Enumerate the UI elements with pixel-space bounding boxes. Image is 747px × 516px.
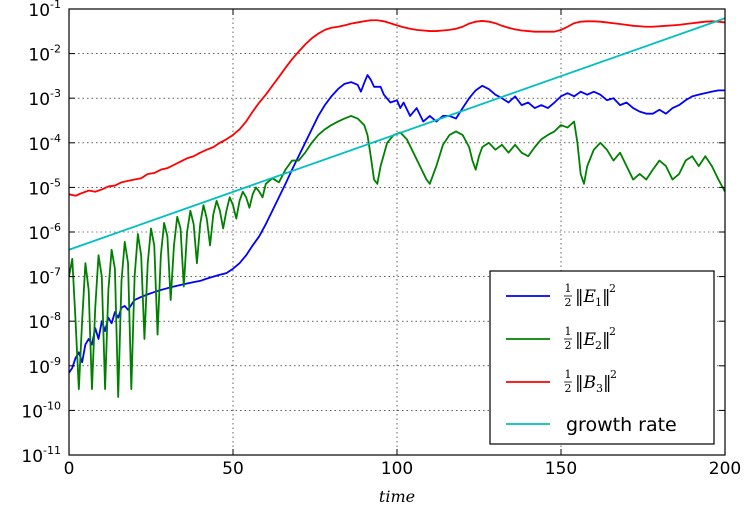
series-line-e2 bbox=[69, 115, 725, 398]
y-tick-label: 10-8 bbox=[28, 310, 61, 333]
svg-text:1: 1 bbox=[565, 282, 572, 295]
y-tick-label: 10-10 bbox=[21, 399, 61, 422]
x-tick-label: 50 bbox=[222, 459, 244, 479]
series-layer bbox=[69, 17, 725, 398]
y-tick-labels: 10-11 10-10 10-9 10-8 10-7 10-6 10-5 10-4 10-3 10… bbox=[21, 0, 61, 467]
svg-text:1: 1 bbox=[565, 325, 572, 338]
y-tick-label: 10-1 bbox=[28, 0, 61, 21]
svg-text:‖: ‖ bbox=[603, 373, 612, 393]
svg-text:2: 2 bbox=[565, 382, 572, 395]
y-tick-label: 10-5 bbox=[28, 176, 61, 199]
svg-text:1: 1 bbox=[565, 368, 572, 381]
legend-label-b3: 1 2 ‖B 3 ‖ 2 bbox=[564, 368, 617, 395]
grid bbox=[69, 9, 725, 455]
y-tick-label: 10-11 bbox=[21, 444, 61, 467]
x-tick-label: 100 bbox=[381, 459, 413, 479]
svg-text:‖B: ‖B bbox=[575, 373, 596, 393]
svg-text:2: 2 bbox=[609, 325, 616, 338]
x-tick-label: 150 bbox=[545, 459, 577, 479]
svg-text:2: 2 bbox=[595, 339, 602, 352]
y-tick-label: 10-9 bbox=[28, 355, 61, 378]
svg-text:2: 2 bbox=[565, 339, 572, 352]
svg-text:‖E: ‖E bbox=[575, 330, 597, 350]
series-line-b3 bbox=[69, 19, 725, 197]
svg-text:2: 2 bbox=[565, 296, 572, 309]
svg-text:‖E: ‖E bbox=[575, 287, 597, 307]
y-tick-label: 10-3 bbox=[28, 87, 61, 110]
svg-text:2: 2 bbox=[609, 282, 616, 295]
legend-box bbox=[489, 270, 715, 445]
x-tick-label: 0 bbox=[64, 459, 75, 479]
y-tick-label: 10-7 bbox=[28, 266, 61, 289]
x-tick-label: 200 bbox=[709, 459, 741, 479]
svg-text:2: 2 bbox=[610, 368, 617, 381]
y-tick-label: 10-6 bbox=[28, 221, 61, 244]
legend: 1 2 ‖E 1 ‖ 2 1 2 ‖E 2 ‖ 2 1 2 ‖B 3 ‖ 2 bbox=[489, 270, 715, 445]
y-tick-label: 10-2 bbox=[28, 43, 61, 66]
legend-label-e1: 1 2 ‖E 1 ‖ 2 bbox=[564, 282, 616, 309]
svg-text:1: 1 bbox=[595, 296, 602, 309]
series-line-growth-rate bbox=[69, 17, 725, 251]
x-axis-label: time bbox=[379, 487, 415, 506]
legend-label-e2: 1 2 ‖E 2 ‖ 2 bbox=[564, 325, 616, 352]
axis-ticks bbox=[68, 8, 726, 456]
legend-label-growth-rate: growth rate bbox=[566, 414, 677, 436]
y-tick-label: 10-4 bbox=[28, 132, 61, 155]
x-tick-labels: 0 50 100 150 200 bbox=[64, 459, 742, 479]
svg-text:‖: ‖ bbox=[602, 287, 611, 307]
svg-text:3: 3 bbox=[596, 382, 603, 395]
svg-text:‖: ‖ bbox=[602, 330, 611, 350]
